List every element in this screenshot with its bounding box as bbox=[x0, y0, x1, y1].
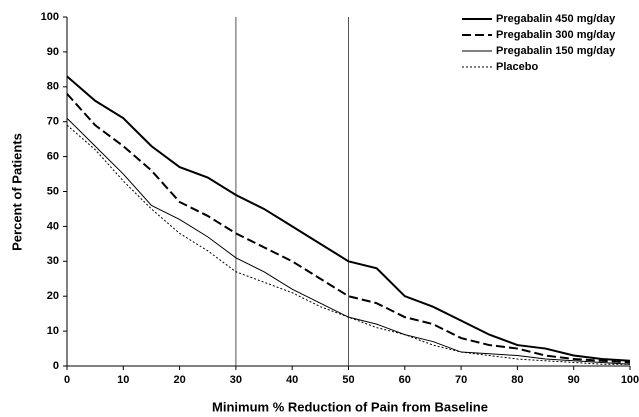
y-tick-label: 0 bbox=[53, 360, 59, 372]
x-tick-label: 10 bbox=[117, 374, 129, 386]
y-tick-label: 50 bbox=[47, 185, 59, 197]
x-tick-label: 40 bbox=[286, 374, 298, 386]
y-axis-title: Percent of Patients bbox=[9, 133, 24, 251]
y-tick-label: 70 bbox=[47, 116, 59, 128]
y-tick-label: 80 bbox=[47, 81, 59, 93]
x-tick-label: 80 bbox=[511, 374, 523, 386]
x-tick-label: 70 bbox=[455, 374, 467, 386]
x-tick-label: 30 bbox=[230, 374, 242, 386]
series-line bbox=[66, 75, 631, 362]
series-line bbox=[66, 117, 631, 365]
legend-label: Pregabalin 300 mg/day bbox=[496, 29, 616, 41]
y-tick-label: 40 bbox=[47, 220, 59, 232]
y-tick-label: 100 bbox=[41, 11, 59, 23]
y-tick-label: 30 bbox=[47, 255, 59, 267]
x-tick-label: 50 bbox=[342, 374, 354, 386]
y-tick-label: 60 bbox=[47, 151, 59, 163]
x-tick-label: 100 bbox=[621, 374, 639, 386]
y-tick-label: 20 bbox=[47, 290, 59, 302]
series-line bbox=[66, 93, 631, 364]
y-tick-label: 90 bbox=[47, 46, 59, 58]
x-tick-label: 0 bbox=[64, 374, 70, 386]
legend-label: Pregabalin 150 mg/day bbox=[496, 45, 616, 57]
x-tick-label: 60 bbox=[399, 374, 411, 386]
x-tick-label: 20 bbox=[173, 374, 185, 386]
y-tick-label: 10 bbox=[47, 325, 59, 337]
x-tick-label: 90 bbox=[568, 374, 580, 386]
x-axis-title: Minimum % Reduction of Pain from Baselin… bbox=[212, 399, 488, 414]
legend-label: Placebo bbox=[496, 61, 538, 73]
legend-label: Pregabalin 450 mg/day bbox=[496, 13, 616, 25]
